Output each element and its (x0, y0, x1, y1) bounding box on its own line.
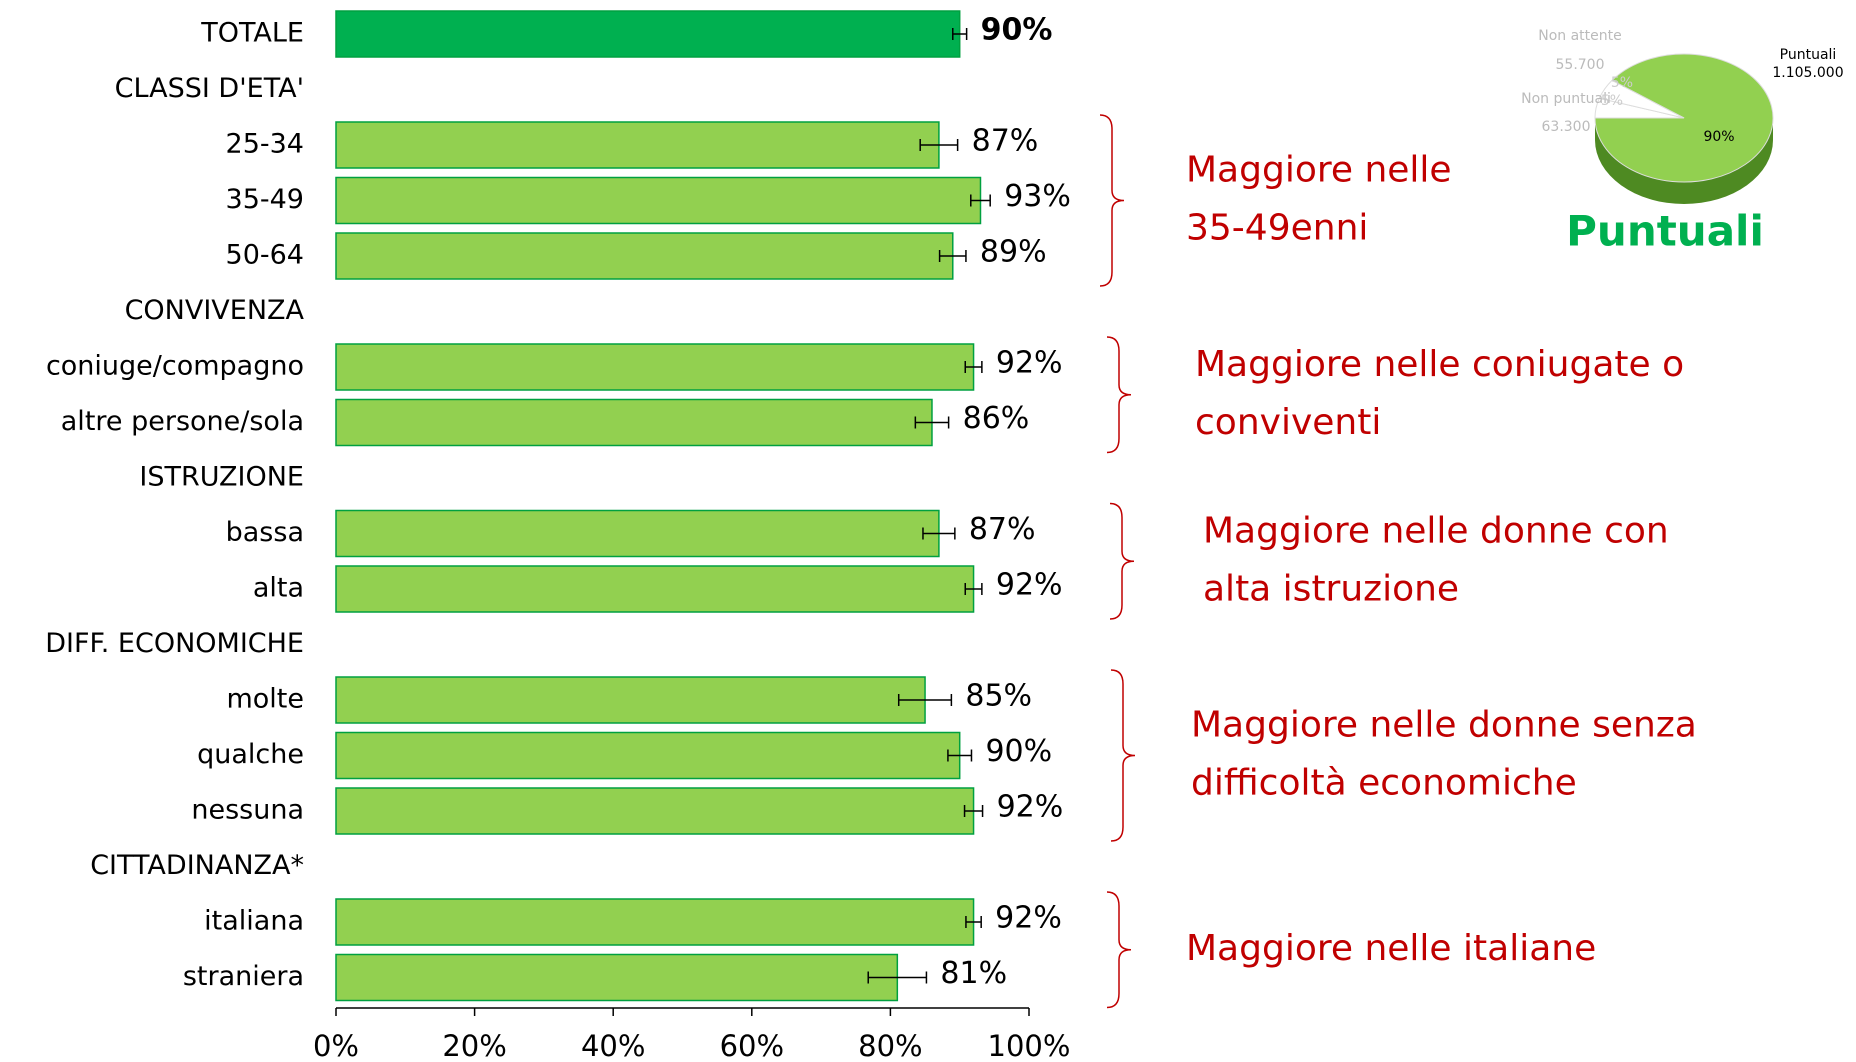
category-label: TOTALE (200, 18, 304, 49)
bar (335, 398, 933, 447)
annotation: difficoltà economiche (1191, 763, 1577, 804)
x-tick-label: 0% (313, 1029, 359, 1062)
x-tick-label: 80% (858, 1029, 922, 1062)
category-label: 25-34 (226, 129, 304, 160)
bar (335, 176, 982, 225)
annotation: Maggiore nelle donne senza (1191, 705, 1697, 746)
error-bar (922, 527, 956, 540)
x-tick-label: 20% (442, 1029, 506, 1062)
category-label: coniuge/compagno (46, 351, 304, 382)
pie-category-label: Non attente (1538, 28, 1622, 44)
bar (335, 731, 961, 780)
category-label: CLASSI D'ETA' (115, 73, 304, 104)
error-bar (947, 749, 973, 762)
pie-category-label: Puntuali (1780, 47, 1837, 63)
value-label: 87% (972, 124, 1039, 159)
bar (335, 10, 961, 58)
x-tick-label: 60% (720, 1029, 784, 1062)
error-bar (867, 971, 928, 984)
error-bar (963, 805, 984, 817)
annotation: 35-49enni (1186, 208, 1368, 249)
category-label: molte (226, 684, 304, 715)
annotation: Maggiore nelle coniugate o (1195, 344, 1684, 385)
value-label: 89% (980, 235, 1047, 270)
error-bar (914, 416, 950, 429)
value-label: 90% (985, 734, 1052, 769)
category-label: CITTADINANZA* (90, 850, 304, 881)
brace (1106, 891, 1132, 1009)
error-bar (970, 194, 991, 207)
category-label: 35-49 (226, 184, 304, 215)
bar (335, 509, 940, 558)
bar (335, 343, 975, 391)
pie-slice (1598, 79, 1685, 119)
x-tick-label: 100% (988, 1029, 1071, 1062)
error-bar (952, 28, 968, 40)
pie-category-label: Non puntuali (1521, 91, 1611, 107)
annotation: Maggiore nelle donne con (1203, 510, 1669, 551)
bar (335, 121, 940, 169)
brace (1106, 336, 1132, 454)
bar (335, 787, 975, 835)
category-label: CONVIVENZA (125, 295, 305, 326)
category-label: altre persone/sola (61, 406, 304, 437)
category-label: straniera (183, 961, 304, 992)
pie-value-label: 5% (1611, 75, 1633, 91)
category-label: 50-64 (226, 240, 304, 271)
category-label: nessuna (191, 795, 304, 826)
error-bar (964, 583, 983, 595)
value-label: 85% (965, 679, 1032, 714)
bar (335, 232, 954, 280)
brace (1109, 502, 1135, 620)
error-bar (938, 250, 967, 262)
pie-title: Puntuali (1566, 207, 1764, 256)
error-bar (965, 916, 982, 928)
value-label: 87% (969, 512, 1036, 547)
value-label: 92% (996, 346, 1063, 381)
value-label: 93% (1004, 179, 1071, 214)
annotation: conviventi (1195, 402, 1381, 443)
x-tick-label: 40% (581, 1029, 645, 1062)
error-bar (964, 361, 983, 373)
value-label: 92% (997, 790, 1064, 825)
error-bar (919, 139, 959, 151)
annotation: Maggiore nelle italiane (1186, 928, 1596, 969)
pie-value-label: 5% (1601, 93, 1623, 109)
pie-count-label: 1.105.000 (1772, 65, 1843, 81)
bar (335, 565, 975, 613)
value-label: 81% (940, 956, 1007, 991)
category-label: qualche (197, 739, 304, 770)
annotation: alta istruzione (1203, 568, 1459, 609)
category-label: bassa (226, 517, 304, 548)
value-label: 86% (963, 401, 1030, 436)
pie-count-label: 55.700 (1556, 57, 1605, 73)
bar (335, 676, 926, 724)
value-label: 92% (995, 901, 1062, 936)
category-label: DIFF. ECONOMICHE (45, 628, 304, 659)
category-label: alta (253, 573, 304, 604)
pie-count-label: 63.300 (1542, 119, 1591, 135)
value-label: 90% (981, 13, 1053, 48)
annotation: Maggiore nelle (1186, 150, 1452, 191)
error-bar (897, 694, 953, 706)
value-label: 92% (996, 568, 1063, 603)
bar (335, 953, 899, 1002)
category-label: italiana (204, 906, 304, 937)
bar (335, 898, 975, 946)
pie-value-label: 90% (1703, 129, 1734, 145)
brace (1110, 669, 1136, 842)
category-label: ISTRUZIONE (139, 462, 304, 493)
brace (1099, 114, 1125, 287)
